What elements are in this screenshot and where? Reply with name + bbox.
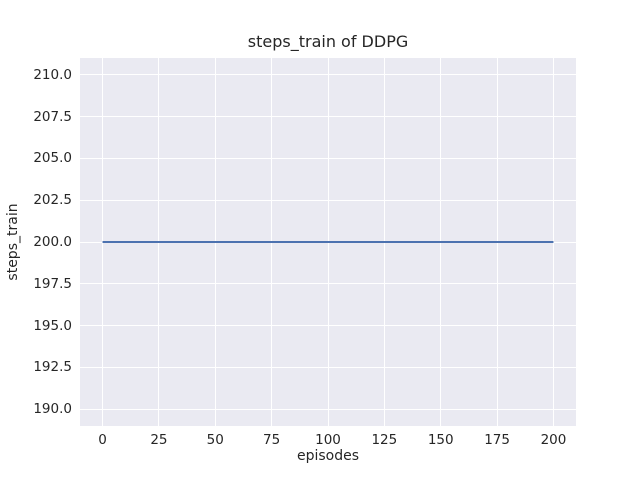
- x-tick-label: 200: [540, 432, 567, 448]
- y-tick-label: 192.5: [33, 359, 72, 376]
- x-axis-label: episodes: [296, 448, 360, 464]
- y-tick-label: 190.0: [33, 401, 72, 418]
- x-tick-label: 0: [98, 432, 107, 448]
- y-tick-label: 207.5: [33, 108, 72, 125]
- chart-title: steps_train of DDPG: [247, 32, 409, 51]
- y-axis-label: steps_train: [5, 203, 21, 281]
- vertical-gridline: [102, 58, 104, 426]
- plot-area: [80, 58, 576, 426]
- y-tick-label: 205.0: [33, 150, 72, 167]
- x-tick-label: 75: [263, 432, 281, 448]
- x-tick-label: 175: [484, 432, 510, 448]
- y-tick-label: 210.0: [33, 66, 72, 83]
- x-tick-label: 150: [427, 432, 454, 448]
- y-tick-label: 195.0: [33, 317, 72, 334]
- x-tick-label: 50: [206, 432, 224, 448]
- x-tick-label: 125: [371, 432, 398, 448]
- x-tick-label: 25: [150, 432, 168, 448]
- series-layer: [102, 241, 554, 243]
- x-tick-label: 100: [315, 432, 341, 448]
